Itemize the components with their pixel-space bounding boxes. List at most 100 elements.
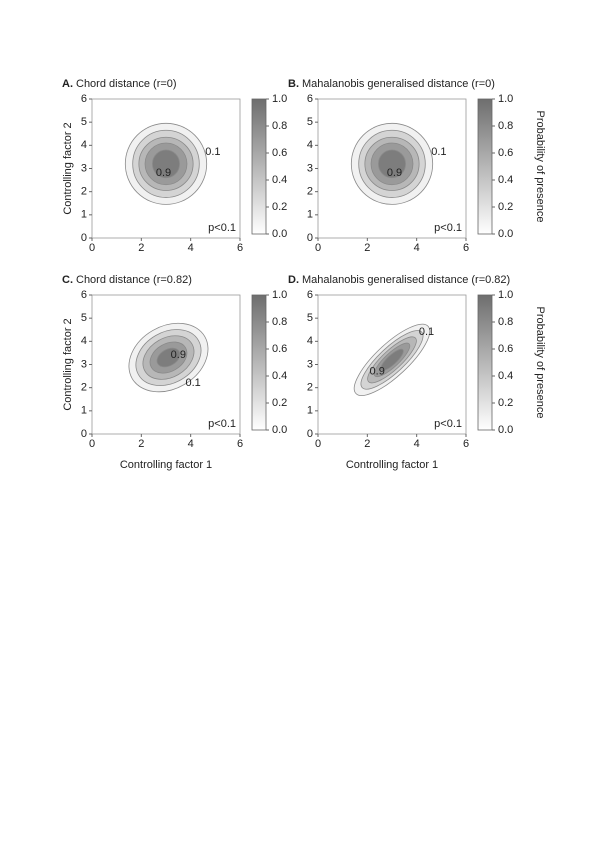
y-tick-label: 6 xyxy=(307,93,313,105)
y-tick-label: 5 xyxy=(81,312,87,324)
y-tick-label: 1 xyxy=(81,209,87,221)
y-tick-label: 0 xyxy=(307,428,313,440)
x-tick-label: 6 xyxy=(237,438,243,450)
y-tick-label: 5 xyxy=(307,312,313,324)
x-tick-label: 6 xyxy=(463,242,469,254)
panel-title-text: Mahalanobis generalised distance (r=0.82… xyxy=(302,274,510,286)
y-axis-label: Controlling factor 2 xyxy=(62,122,74,214)
colorbar xyxy=(251,98,267,235)
colorbar-tick-label: 0.4 xyxy=(272,174,287,186)
y-tick-label: 6 xyxy=(307,289,313,301)
colorbar-tick-label: 0.8 xyxy=(272,120,287,132)
colorbar-tick-label: 0.0 xyxy=(272,228,287,240)
colorbar-tick-label: 0.4 xyxy=(498,174,513,186)
y-tick-label: 2 xyxy=(81,186,87,198)
p-label: p<0.1 xyxy=(434,418,462,430)
colorbar-tick-label: 0.6 xyxy=(498,343,513,355)
panel-title: B. Mahalanobis generalised distance (r=0) xyxy=(288,78,495,90)
panel-letter: D. xyxy=(288,274,299,286)
colorbar-tick-label: 1.0 xyxy=(498,93,513,105)
colorbar-tick-label: 0.4 xyxy=(498,370,513,382)
colorbar-tick-label: 0.6 xyxy=(272,343,287,355)
x-tick-label: 6 xyxy=(237,242,243,254)
panel-letter: A. xyxy=(62,78,73,90)
panel-letter: B. xyxy=(288,78,299,90)
x-tick-label: 0 xyxy=(89,438,95,450)
y-tick-label: 3 xyxy=(81,358,87,370)
x-tick-label: 0 xyxy=(315,242,321,254)
x-tick-label: 0 xyxy=(89,242,95,254)
p-label: p<0.1 xyxy=(434,222,462,234)
colorbar-tick-label: 0.8 xyxy=(272,316,287,328)
panel-title-text: Mahalanobis generalised distance (r=0) xyxy=(302,78,495,90)
x-tick-label: 0 xyxy=(315,438,321,450)
colorbar-tick-label: 0.0 xyxy=(498,424,513,436)
y-axis-label: Controlling factor 2 xyxy=(62,318,74,410)
x-tick-label: 2 xyxy=(138,242,144,254)
y-tick-label: 6 xyxy=(81,289,87,301)
y-tick-label: 3 xyxy=(307,358,313,370)
y-tick-label: 4 xyxy=(307,335,313,347)
colorbar-label: Probability of presence xyxy=(534,111,546,223)
colorbar xyxy=(251,294,267,431)
y-tick-label: 4 xyxy=(81,139,87,151)
x-tick-label: 4 xyxy=(414,438,420,450)
x-axis-label: Controlling factor 1 xyxy=(120,459,212,471)
y-tick-label: 6 xyxy=(81,93,87,105)
y-tick-label: 4 xyxy=(81,335,87,347)
colorbar-tick-label: 1.0 xyxy=(498,289,513,301)
colorbar-tick-label: 1.0 xyxy=(272,289,287,301)
x-tick-label: 2 xyxy=(364,242,370,254)
colorbar xyxy=(477,294,493,431)
colorbar xyxy=(477,98,493,235)
contour-label: 0.1 xyxy=(205,146,220,158)
contour-label: 0.9 xyxy=(387,167,402,179)
contour-label: 0.9 xyxy=(370,365,385,377)
colorbar-tick-label: 0.6 xyxy=(498,147,513,159)
x-tick-label: 4 xyxy=(414,242,420,254)
colorbar-tick-label: 0.2 xyxy=(272,201,287,213)
y-tick-label: 0 xyxy=(81,232,87,244)
contour-label: 0.1 xyxy=(431,146,446,158)
colorbar-tick-label: 0.2 xyxy=(498,201,513,213)
panel-title: D. Mahalanobis generalised distance (r=0.… xyxy=(288,274,510,286)
y-tick-label: 0 xyxy=(81,428,87,440)
colorbar-tick-label: 0.2 xyxy=(272,397,287,409)
colorbar-tick-label: 0.4 xyxy=(272,370,287,382)
colorbar-tick-label: 0.8 xyxy=(498,120,513,132)
y-tick-label: 3 xyxy=(81,162,87,174)
panel-letter: C. xyxy=(62,274,73,286)
contour-label: 0.9 xyxy=(156,167,171,179)
panel-title: A. Chord distance (r=0) xyxy=(62,78,177,90)
colorbar-tick-label: 0.6 xyxy=(272,147,287,159)
contour xyxy=(152,149,180,179)
contour-label: 0.1 xyxy=(185,377,200,389)
contour xyxy=(378,149,406,179)
x-tick-label: 6 xyxy=(463,438,469,450)
y-tick-label: 0 xyxy=(307,232,313,244)
y-tick-label: 4 xyxy=(307,139,313,151)
x-tick-label: 2 xyxy=(138,438,144,450)
x-tick-label: 2 xyxy=(364,438,370,450)
y-tick-label: 1 xyxy=(307,209,313,221)
panel-title: C. Chord distance (r=0.82) xyxy=(62,274,192,286)
y-tick-label: 1 xyxy=(81,405,87,417)
y-tick-label: 5 xyxy=(81,116,87,128)
panel-title-text: Chord distance (r=0.82) xyxy=(76,274,192,286)
contour-label: 0.1 xyxy=(419,326,434,338)
x-tick-label: 4 xyxy=(188,242,194,254)
colorbar-tick-label: 0.0 xyxy=(498,228,513,240)
colorbar-tick-label: 0.2 xyxy=(498,397,513,409)
colorbar-label: Probability of presence xyxy=(534,307,546,419)
y-tick-label: 2 xyxy=(307,186,313,198)
colorbar-tick-label: 0.8 xyxy=(498,316,513,328)
p-label: p<0.1 xyxy=(208,222,236,234)
y-tick-label: 2 xyxy=(81,382,87,394)
y-tick-label: 2 xyxy=(307,382,313,394)
y-tick-label: 1 xyxy=(307,405,313,417)
contour-label: 0.9 xyxy=(171,349,186,361)
x-axis-label: Controlling factor 1 xyxy=(346,459,438,471)
panel-title-text: Chord distance (r=0) xyxy=(76,78,177,90)
colorbar-tick-label: 0.0 xyxy=(272,424,287,436)
